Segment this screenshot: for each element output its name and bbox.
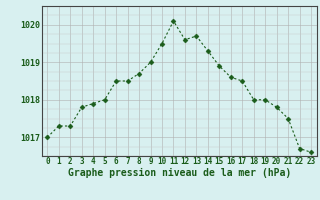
X-axis label: Graphe pression niveau de la mer (hPa): Graphe pression niveau de la mer (hPa)	[68, 168, 291, 178]
